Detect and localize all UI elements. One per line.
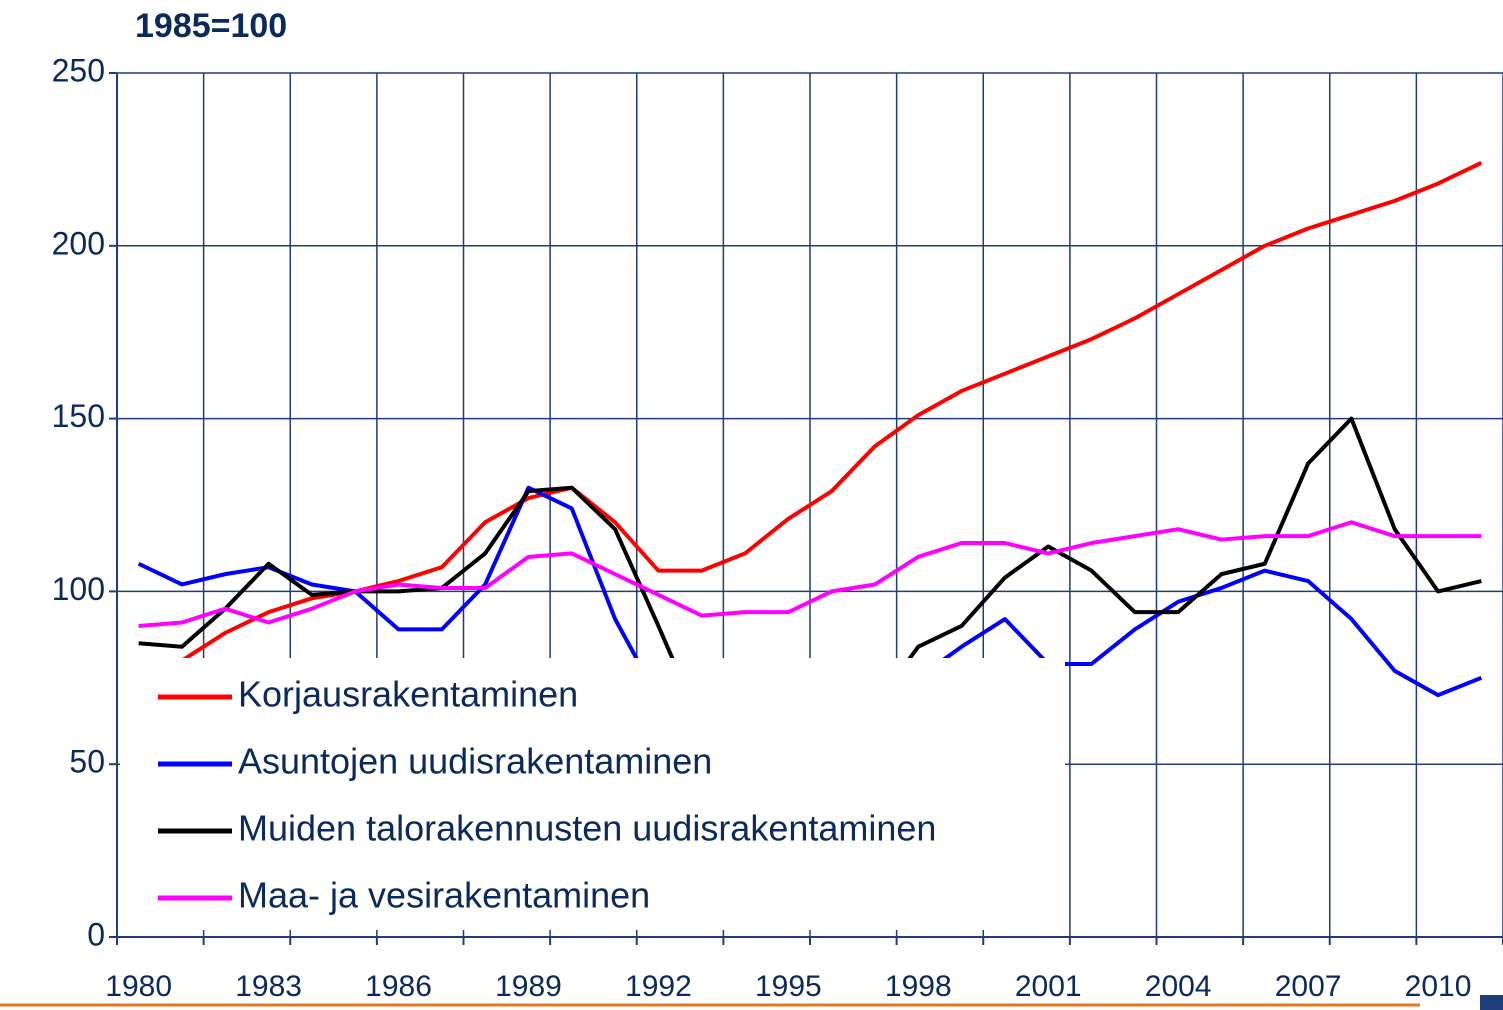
legend-label: Maa- ja vesirakentaminen (238, 875, 650, 916)
y-tick-label: 0 (87, 916, 105, 952)
legend-label: Korjausrakentaminen (238, 674, 578, 715)
y-tick-label: 250 (52, 52, 105, 88)
x-tick-label: 2007 (1275, 970, 1342, 1003)
x-tick-label: 1986 (365, 970, 432, 1003)
footer-block (1480, 995, 1503, 1010)
x-tick-label: 1995 (755, 970, 822, 1003)
legend-box (120, 658, 1065, 930)
y-tick-label: 150 (52, 398, 105, 434)
x-tick-label: 2004 (1145, 970, 1212, 1003)
y-tick-label: 50 (69, 744, 105, 780)
x-tick-label: 1989 (495, 970, 562, 1003)
chart-title: 1985=100 (135, 7, 287, 45)
legend-label: Asuntojen uudisrakentaminen (238, 741, 712, 782)
series-line (138, 520, 1482, 628)
x-tick-label: 1980 (105, 970, 172, 1003)
x-tick-label: 2010 (1405, 970, 1472, 1003)
x-tick-label: 2001 (1015, 970, 1082, 1003)
x-tick-label: 1983 (235, 970, 302, 1003)
y-tick-label: 200 (52, 225, 105, 261)
legend-label: Muiden talorakennusten uudisrakentaminen (238, 808, 936, 849)
x-tick-label: 1998 (885, 970, 952, 1003)
x-tick-label: 1992 (625, 970, 692, 1003)
y-tick-label: 100 (52, 571, 105, 607)
